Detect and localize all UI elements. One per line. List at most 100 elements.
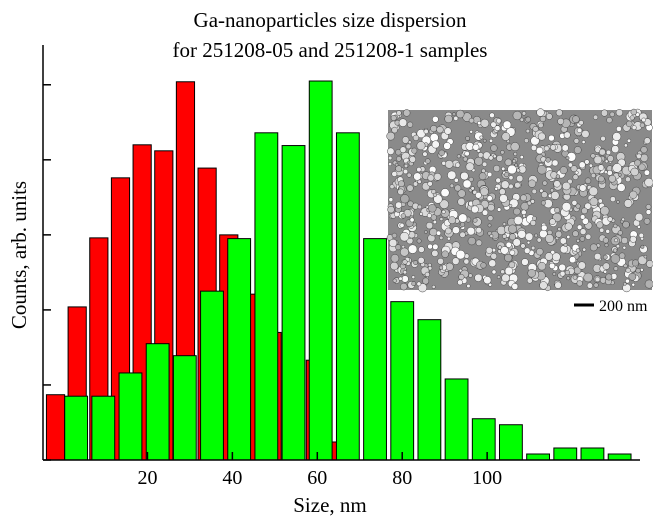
particle: [454, 184, 462, 192]
particle: [394, 162, 399, 167]
particle: [424, 271, 430, 277]
bar: [91, 395, 116, 461]
particle: [468, 176, 474, 182]
particle: [646, 260, 653, 268]
particle: [537, 261, 547, 271]
particle: [573, 146, 582, 154]
bar: [444, 378, 469, 461]
particle: [526, 240, 531, 245]
bar: [172, 355, 197, 461]
particle: [403, 209, 412, 218]
particle: [513, 215, 523, 225]
particle: [460, 171, 469, 181]
particle: [545, 157, 551, 163]
particle: [453, 177, 459, 183]
particle: [590, 172, 597, 179]
particle: [612, 163, 622, 173]
particle: [584, 159, 590, 165]
particle: [561, 144, 569, 152]
particle: [584, 202, 592, 210]
particle: [617, 230, 623, 236]
particle: [579, 184, 587, 192]
particle: [640, 244, 645, 249]
particle: [418, 246, 425, 253]
particle: [596, 221, 604, 229]
particle: [509, 233, 517, 241]
particle: [525, 232, 534, 241]
particle: [390, 115, 397, 121]
particle: [613, 248, 618, 253]
particle: [489, 112, 495, 119]
particle: [459, 231, 466, 238]
particle: [625, 267, 631, 273]
particle: [525, 116, 532, 123]
particle: [438, 149, 445, 157]
particle: [425, 221, 434, 230]
particle: [433, 172, 442, 181]
particle: [457, 279, 463, 286]
particle: [613, 223, 618, 229]
particle: [562, 181, 571, 191]
particle: [402, 168, 409, 175]
particle: [526, 277, 533, 284]
particle: [538, 122, 544, 129]
particle: [593, 282, 599, 288]
particle: [605, 273, 613, 281]
particle: [424, 230, 428, 234]
particle: [588, 186, 599, 196]
particle: [457, 189, 466, 198]
particle: [397, 180, 405, 188]
particle: [536, 237, 542, 243]
particle: [606, 169, 613, 176]
particle: [534, 233, 539, 238]
bar: [526, 453, 551, 461]
particle: [409, 217, 415, 223]
particle: [536, 108, 545, 117]
particle: [481, 168, 486, 174]
particle: [544, 252, 554, 261]
particle: [626, 120, 633, 128]
particle: [444, 160, 454, 169]
particle: [613, 266, 619, 271]
particle: [431, 140, 440, 149]
particle: [622, 245, 627, 250]
particle: [539, 188, 544, 193]
particle: [616, 200, 620, 204]
particle: [441, 161, 447, 166]
particle: [559, 166, 568, 175]
particle: [532, 126, 539, 133]
particle: [477, 120, 482, 126]
particle: [388, 197, 394, 203]
particle: [602, 262, 610, 270]
particle: [588, 163, 593, 168]
particle: [462, 156, 468, 162]
particle: [631, 259, 639, 267]
bar: [254, 132, 279, 461]
particle: [514, 163, 518, 167]
particle: [390, 254, 400, 263]
particle: [488, 155, 494, 161]
particle: [597, 198, 603, 204]
particle: [561, 202, 572, 212]
particle: [496, 207, 502, 212]
particle: [641, 117, 646, 123]
particle: [537, 132, 546, 141]
particle: [489, 138, 494, 143]
particle: [407, 140, 412, 145]
x-tick-label: 60: [307, 467, 327, 489]
particle: [530, 219, 537, 226]
particle: [602, 237, 609, 244]
particle: [640, 267, 644, 272]
particle: [436, 230, 442, 236]
particle: [645, 209, 652, 215]
particle: [455, 249, 466, 260]
particle: [411, 275, 416, 279]
particle: [541, 224, 548, 232]
particle: [575, 248, 581, 253]
particle: [531, 188, 537, 195]
particle: [603, 269, 608, 274]
particle: [523, 138, 529, 144]
particle: [527, 268, 536, 278]
particle: [519, 155, 524, 160]
particle: [413, 172, 422, 181]
